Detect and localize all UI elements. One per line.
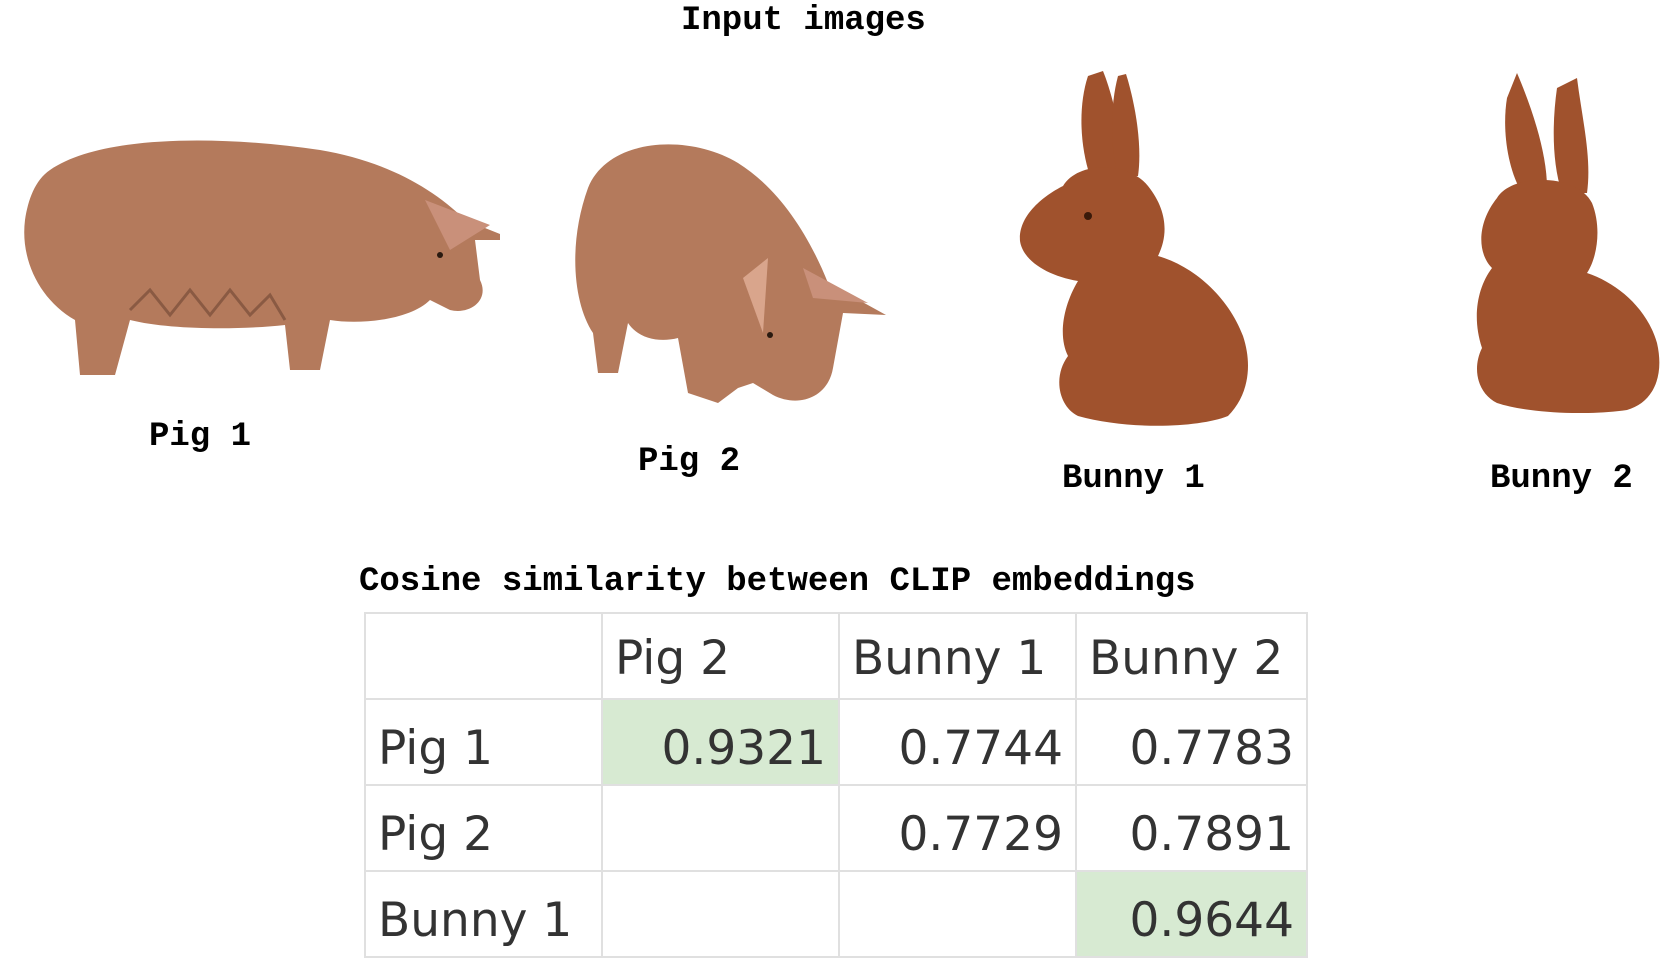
row-label: Bunny 1 [364, 870, 603, 958]
similarity-cell-highlighted: 0.9644 [1075, 870, 1308, 958]
pig-2-caption: Pig 2 [638, 443, 741, 481]
bunny-1-caption: Bunny 1 [1062, 460, 1205, 498]
bunny-icon [1476, 73, 1660, 413]
bunny-2-caption: Bunny 2 [1490, 460, 1633, 498]
similarity-cell [601, 870, 840, 958]
similarity-cell: 0.7729 [838, 784, 1077, 872]
pig-1-caption: Pig 1 [149, 418, 252, 456]
similarity-table: Pig 2 Bunny 1 Bunny 2 Pig 1 0.9321 0.774… [364, 612, 1308, 958]
similarity-cell-highlighted: 0.9321 [601, 698, 840, 786]
bunny-2-image [1467, 68, 1667, 413]
table-header-row: Pig 2 Bunny 1 Bunny 2 [364, 612, 1308, 700]
similarity-cell [601, 784, 840, 872]
similarity-cell: 0.7744 [838, 698, 1077, 786]
row-label: Pig 1 [364, 698, 603, 786]
table-title: Cosine similarity between CLIP embedding… [359, 563, 1196, 601]
similarity-cell: 0.7891 [1075, 784, 1308, 872]
bunny-icon [1019, 71, 1248, 426]
table-row: Bunny 1 0.9644 [364, 870, 1308, 958]
header-cell-pig-2: Pig 2 [601, 612, 840, 700]
header-cell-bunny-2: Bunny 2 [1075, 612, 1308, 700]
header-cell-empty [364, 612, 603, 700]
pig-2-image [568, 133, 886, 408]
input-images-heading: Input images [681, 2, 926, 40]
header-cell-bunny-1: Bunny 1 [838, 612, 1077, 700]
pig-icon [24, 140, 500, 375]
pig-1-image [20, 130, 500, 385]
similarity-cell: 0.7783 [1075, 698, 1308, 786]
row-label: Pig 2 [364, 784, 603, 872]
table-row: Pig 1 0.9321 0.7744 0.7783 [364, 698, 1308, 786]
table-row: Pig 2 0.7729 0.7891 [364, 784, 1308, 872]
similarity-cell [838, 870, 1077, 958]
pig-icon [575, 144, 886, 403]
bunny-1-image [1018, 66, 1260, 430]
